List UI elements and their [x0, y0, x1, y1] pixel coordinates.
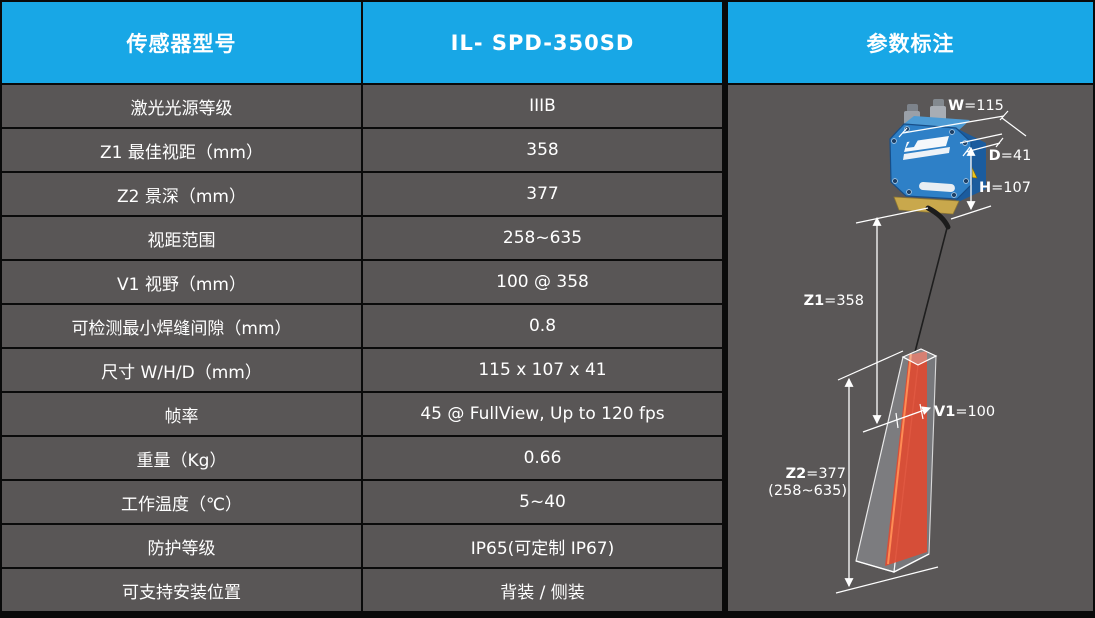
dimension-lines: [835, 110, 1027, 594]
header-diagram-column-title-text: 参数标注: [866, 31, 955, 56]
spec-label: 激光光源等级: [2, 85, 361, 127]
spec-value: 100 @ 358: [363, 261, 722, 303]
spec-value: 45 @ FullView, Up to 120 fps: [363, 393, 722, 435]
spec-value: IIIB: [363, 85, 722, 127]
spec-value: 5~40: [363, 481, 722, 523]
table-row: 可检测最小焊缝间隙（mm） 0.8: [2, 305, 722, 347]
dimension-labels: W=115 D=41 H=107 Z1=358 V1=100 Z2=377 (2…: [768, 98, 1031, 499]
header-model-value: IL- SPD-350SD: [363, 2, 722, 83]
z2-range-label: (258~635): [768, 483, 847, 499]
header-model-value-text: IL- SPD-350SD: [450, 30, 635, 55]
spec-label: 可支持安装位置: [2, 569, 361, 611]
v1-dim-label: V1=100: [934, 404, 995, 420]
header-model-column-title: 传感器型号: [2, 2, 361, 83]
table-row: Z2 景深（mm） 377: [2, 173, 722, 215]
table-row: 重量（Kg） 0.66: [2, 437, 722, 479]
z1-dim-label: Z1=358: [804, 293, 864, 309]
table-row: 防护等级 IP65(可定制 IP67): [2, 525, 722, 567]
spec-label: V1 视野（mm）: [2, 261, 361, 303]
table-row: 激光光源等级 IIIB: [2, 85, 722, 127]
spec-value: 258~635: [363, 217, 722, 259]
spec-value: 115 x 107 x 41: [363, 349, 722, 391]
header-model-column-title-text: 传感器型号: [126, 31, 237, 56]
table-row: 可支持安装位置 背装 / 侧装: [2, 569, 722, 611]
sensor-device: [889, 99, 986, 230]
fov-base-edge: [855, 553, 930, 573]
spec-label: 工作温度（℃）: [2, 481, 361, 523]
w-dim-line: [902, 115, 1005, 134]
laser-window: [893, 196, 960, 215]
parameter-diagram: W=115 D=41 H=107 Z1=358 V1=100 Z2=377 (2…: [768, 98, 1031, 594]
fov-top-opening: [901, 348, 938, 366]
spec-rows: 激光光源等级 IIIB Z1 最佳视距（mm） 358 Z2 景深（mm） 37…: [2, 85, 722, 611]
laser-beam-line: [914, 227, 948, 353]
table-row: V1 视野（mm） 100 @ 358: [2, 261, 722, 303]
w-dim-label: W=115: [948, 98, 1004, 114]
laser-plane: [885, 351, 927, 566]
spec-value: 0.8: [363, 305, 722, 347]
spec-label: 帧率: [2, 393, 361, 435]
device-label: [903, 136, 950, 160]
spec-label: 尺寸 W/H/D（mm）: [2, 349, 361, 391]
d-dim-label: D=41: [989, 148, 1032, 164]
table-row: 视距范围 258~635: [2, 217, 722, 259]
table-row: 尺寸 W/H/D（mm） 115 x 107 x 41: [2, 349, 722, 391]
spec-value: IP65(可定制 IP67): [363, 525, 722, 567]
table-row: 工作温度（℃） 5~40: [2, 481, 722, 523]
header-diagram-column-title: 参数标注: [728, 2, 1093, 83]
spec-label: Z1 最佳视距（mm）: [2, 129, 361, 171]
spec-value: 背装 / 侧装: [363, 569, 722, 611]
laser-plane-highlight: [887, 353, 912, 565]
spec-label: Z2 景深（mm）: [2, 173, 361, 215]
spec-label: 可检测最小焊缝间隙（mm）: [2, 305, 361, 347]
device-slot: [919, 182, 955, 192]
spec-value: 377: [363, 173, 722, 215]
fov-frustum: [855, 348, 938, 573]
spec-value: 0.66: [363, 437, 722, 479]
h-dim-label: H=107: [979, 180, 1031, 196]
spec-label: 防护等级: [2, 525, 361, 567]
table-row: 帧率 45 @ FullView, Up to 120 fps: [2, 393, 722, 435]
device-cable: [925, 205, 951, 230]
parameter-diagram-panel: W=115 D=41 H=107 Z1=358 V1=100 Z2=377 (2…: [728, 85, 1093, 611]
d-ext-line: [1001, 117, 1027, 137]
spec-value: 358: [363, 129, 722, 171]
table-row: Z1 最佳视距（mm） 358: [2, 129, 722, 171]
spec-label: 重量（Kg）: [2, 437, 361, 479]
z2-dim-label: Z2=377: [786, 466, 846, 482]
spec-label: 视距范围: [2, 217, 361, 259]
